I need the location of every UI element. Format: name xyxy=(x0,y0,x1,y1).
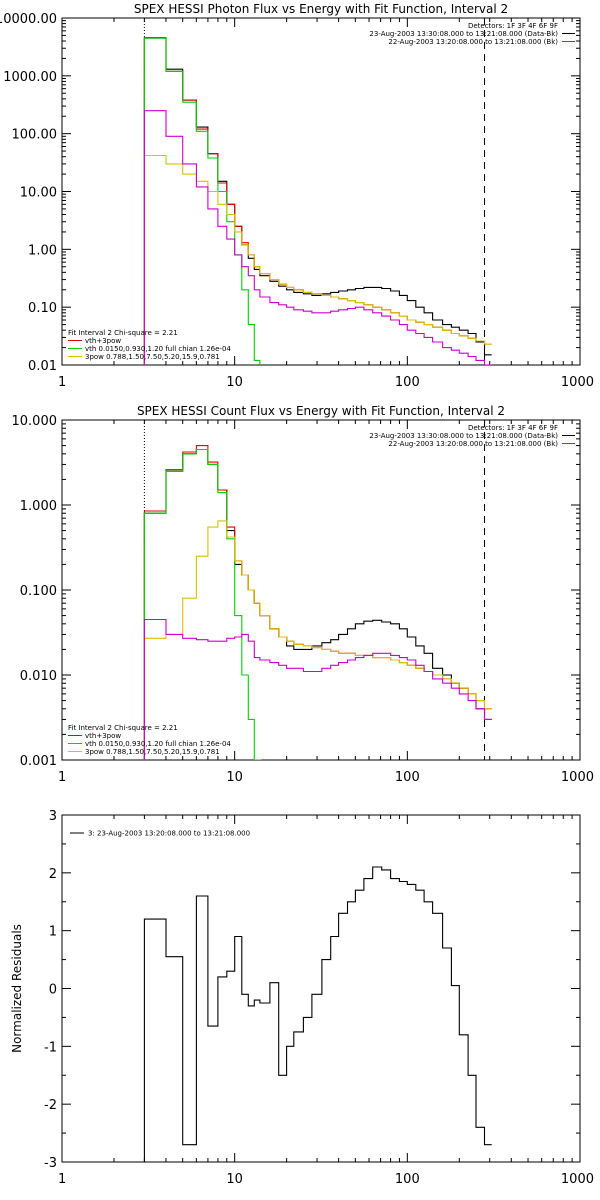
x-tick-label: 100 xyxy=(395,1172,420,1187)
legend-text: 3pow 0.788,1.50,7.50,5.20,15.9,0.781 xyxy=(85,748,220,756)
series-line-4 xyxy=(143,154,492,365)
x-tick-label: 1 xyxy=(58,1172,66,1187)
x-tick-label: 1000 xyxy=(561,375,594,390)
y-tick-label: -3 xyxy=(44,1156,57,1171)
y-tick-label: 0.001 xyxy=(20,754,57,769)
legend-text: Fit Interval 2 Chi-square = 2.21 xyxy=(68,329,178,337)
y-axis-label: Normalized Residuals xyxy=(10,924,24,1053)
y-tick-label: 1000.00 xyxy=(3,70,57,85)
plot-frame xyxy=(61,814,581,1163)
y-tick-label: 1.000 xyxy=(20,499,57,514)
legend-text: Detectors: 1F 3F 4F 6F 9F xyxy=(468,424,558,432)
y-tick-label: 3 xyxy=(49,809,57,824)
series-line-5 xyxy=(143,618,492,760)
series-line-5 xyxy=(143,110,492,365)
series-line-4 xyxy=(143,520,492,760)
legend-text: Fit Interval 2 Chi-square = 2.21 xyxy=(68,724,178,732)
legend-text: 23-Aug-2003 13:30:08.000 to 13:21:08.000… xyxy=(369,432,558,440)
y-tick-label: 2 xyxy=(49,867,57,882)
series-line-2 xyxy=(143,36,492,365)
y-tick-label: 1 xyxy=(49,925,57,940)
y-tick-label: 0 xyxy=(49,983,57,998)
y-tick-label: 0.01 xyxy=(28,359,57,374)
y-tick-label: 0.10 xyxy=(28,301,57,316)
y-tick-label: 1.00 xyxy=(28,243,57,258)
y-tick-label: -2 xyxy=(44,1098,57,1113)
y-tick-label: 10000.00 xyxy=(0,12,57,27)
series-line-1 xyxy=(143,448,492,760)
series-group xyxy=(143,36,492,365)
x-tick-label: 1 xyxy=(58,375,66,390)
legend-text: vth+3pow xyxy=(85,337,121,345)
y-tick-label: 10.000 xyxy=(12,414,58,429)
series-group xyxy=(143,866,492,1162)
legend-text: vth 0.0150,0.930,1.20 full chian 1.26e-0… xyxy=(85,740,231,748)
legend-text: 3: 23-Aug-2003 13:20:08.000 to 13:21:08.… xyxy=(88,830,250,838)
chart-panel-3: 1 10 100 1000 -3 -2 -1 0 1 2 3 Normalized Residuals… xyxy=(10,809,594,1187)
x-tick-label: 100 xyxy=(395,375,420,390)
chart-panel-1: 1 10 100 1000 0.01 0.10 1.00 10.00 100.00 1000.00… xyxy=(0,2,594,390)
y-tick-label: -1 xyxy=(44,1040,57,1055)
y-tick-label: 0.100 xyxy=(20,584,57,599)
x-tick-label: 1000 xyxy=(561,1172,594,1187)
legend-text: 3pow 0.788,1.50,7.50,5.20,15.9,0.781 xyxy=(85,353,220,361)
series-group xyxy=(143,445,492,760)
y-tick-label: 0.010 xyxy=(20,669,57,684)
legend-text: 22-Aug-2003 13:20:08.000 to 13:21:08.000… xyxy=(388,440,558,448)
legend-text: 22-Aug-2003 13:20:08.000 to 13:21:08.000… xyxy=(388,38,558,46)
chart-panel-2: 1 10 100 1000 0.001 0.010 0.100 1.000 10.000 SPEX… xyxy=(12,404,595,785)
x-tick-label: 1000 xyxy=(561,770,594,785)
chart-title: SPEX HESSI Count Flux vs Energy with Fit… xyxy=(137,404,505,418)
x-tick-label: 10 xyxy=(226,1172,243,1187)
legend-text: vth 0.0150,0.930,1.20 full chian 1.26e-0… xyxy=(85,345,231,353)
legend-text: Detectors: 1F 3F 4F 6F 9F xyxy=(468,22,558,30)
series-line-1 xyxy=(143,866,492,1162)
series-line-3 xyxy=(143,448,262,760)
y-tick-label: 100.00 xyxy=(12,128,58,143)
legend-text: vth+3pow xyxy=(85,732,121,740)
series-line-1 xyxy=(143,37,492,365)
chart-title: SPEX HESSI Photon Flux vs Energy with Fi… xyxy=(134,2,508,16)
x-tick-label: 10 xyxy=(226,770,243,785)
y-tick-label: 10.00 xyxy=(20,186,57,201)
x-tick-label: 1 xyxy=(58,770,66,785)
x-tick-label: 100 xyxy=(395,770,420,785)
legend-text: 23-Aug-2003 13:30:08.000 to 13:21:08.000… xyxy=(369,30,558,38)
series-line-2 xyxy=(143,445,492,760)
series-line-3 xyxy=(143,37,261,365)
plot-frame xyxy=(61,419,581,761)
x-tick-label: 10 xyxy=(226,375,243,390)
